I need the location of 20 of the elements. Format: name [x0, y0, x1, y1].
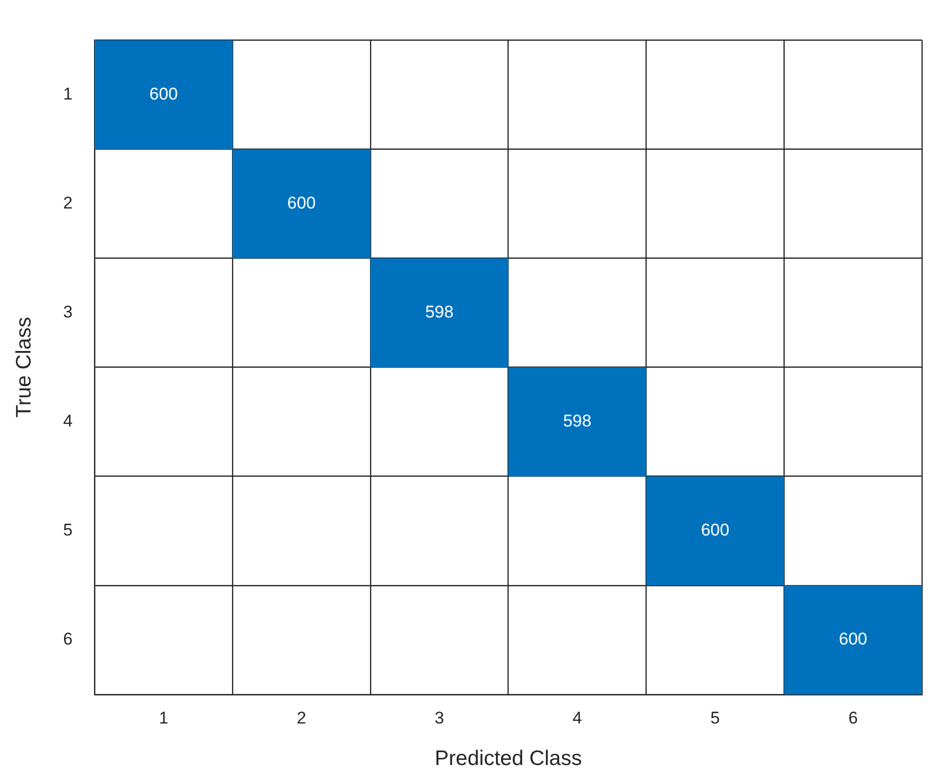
y-tick-label: 6 [63, 630, 73, 649]
data-label: 600 [838, 630, 868, 649]
x-tick-label: 2 [296, 708, 306, 728]
y-tick-label: 1 [63, 84, 73, 104]
y-tick-label: 3 [63, 302, 73, 322]
y-tick-label: 5 [63, 520, 73, 540]
data-label: 600 [700, 520, 730, 540]
x-tick-label: 3 [434, 708, 444, 728]
x-tick-label: 1 [158, 708, 168, 728]
x-tick-label: 6 [848, 708, 858, 728]
y-axis-title: True Class [12, 316, 36, 418]
data-label: 598 [425, 302, 454, 322]
y-tick-label: 4 [63, 412, 73, 431]
y-tick-label: 2 [63, 193, 73, 212]
data-label: 598 [563, 412, 592, 431]
data-label: 600 [287, 193, 316, 212]
x-tick-label: 4 [572, 708, 582, 728]
x-axis-title: Predicted Class [434, 747, 582, 770]
data-label: 600 [149, 84, 178, 104]
x-tick-label: 5 [710, 708, 720, 728]
